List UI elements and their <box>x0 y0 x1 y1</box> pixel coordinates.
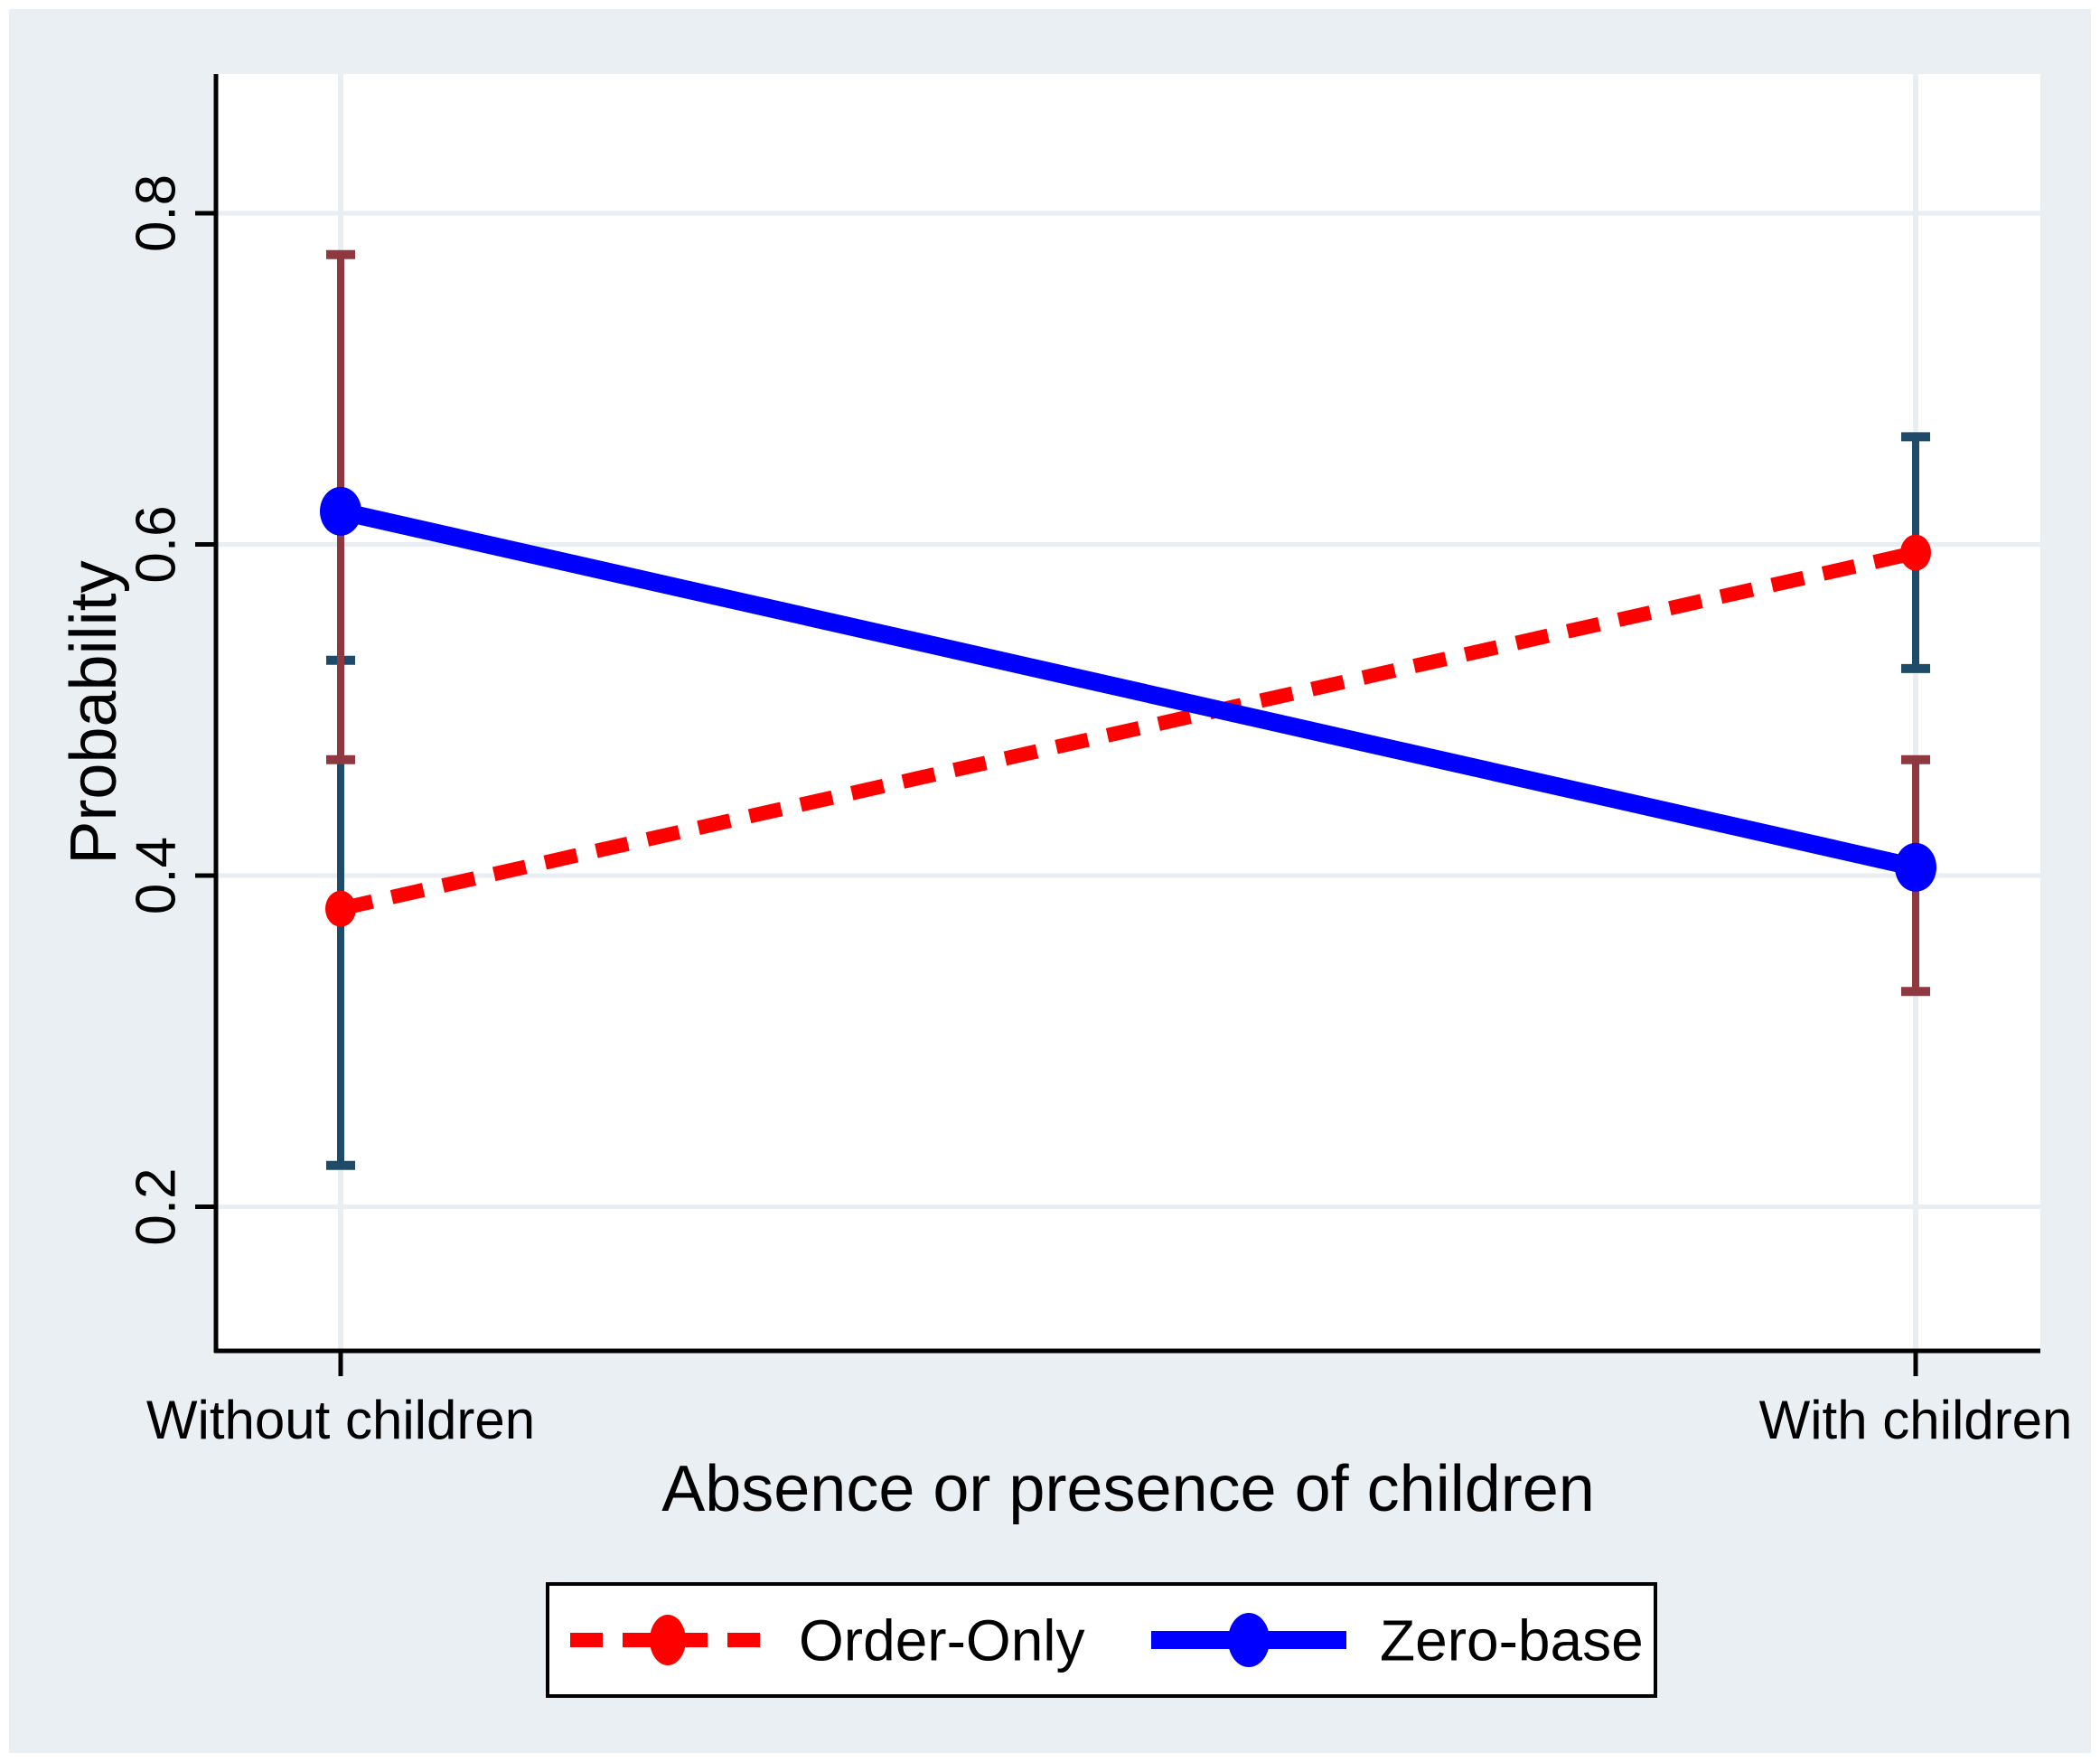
legend: Order-Only Zero-base <box>546 1582 1657 1698</box>
x-axis-title: Absence or presence of children <box>661 1453 1595 1525</box>
y-tick-label: 0.6 <box>126 505 188 583</box>
data-point-Order-Only <box>1900 534 1931 571</box>
series-lines <box>338 502 1918 916</box>
legend-entry-Zero-base: Zero-base <box>1151 1607 1644 1673</box>
legend-label: Zero-base <box>1380 1607 1644 1673</box>
y-tick-label: 0.2 <box>126 1167 188 1245</box>
axis-labels: Probability Absence or presence of child… <box>58 560 1595 1525</box>
legend-entry-Order-Only: Order-Only <box>570 1607 1085 1673</box>
data-point-Zero-base <box>1895 842 1936 892</box>
legend-marker <box>650 1615 686 1665</box>
series-line-Order-Only <box>339 545 1917 916</box>
y-tick-label: 0.4 <box>126 837 188 914</box>
axes: 0.2 0.4 0.6 0.8 Without children With childre… <box>126 74 2073 1450</box>
y-tick-label: 0.8 <box>126 174 188 252</box>
y-axis-title: Probability <box>58 560 130 864</box>
x-category-label: Without children <box>146 1390 535 1450</box>
legend-label: Order-Only <box>799 1607 1085 1673</box>
data-point-markers <box>320 486 1936 927</box>
x-category-label: With children <box>1759 1390 2073 1450</box>
data-point-Order-Only <box>325 890 356 927</box>
legend-marker <box>1228 1613 1270 1667</box>
data-point-Zero-base <box>320 486 361 536</box>
series-line-Zero-base <box>338 502 1918 876</box>
plot-area <box>216 74 2040 1351</box>
